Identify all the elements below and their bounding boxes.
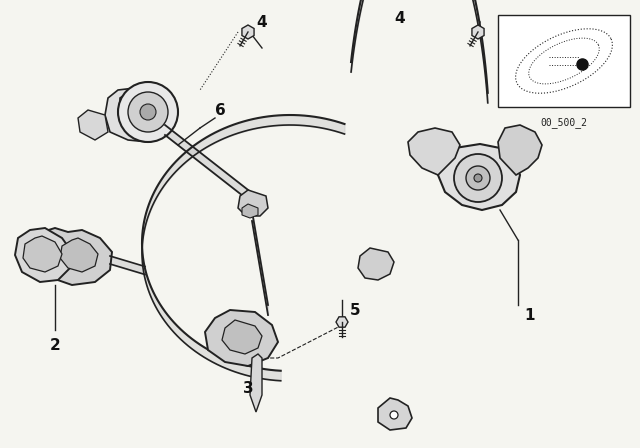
Text: 3: 3 — [243, 380, 253, 396]
Polygon shape — [242, 25, 254, 39]
Circle shape — [140, 104, 156, 120]
Polygon shape — [205, 310, 278, 366]
Text: 5: 5 — [349, 302, 360, 318]
Text: 6: 6 — [214, 103, 225, 117]
Polygon shape — [250, 354, 262, 412]
Polygon shape — [498, 125, 542, 175]
Polygon shape — [472, 25, 484, 39]
Text: 1: 1 — [525, 307, 535, 323]
Text: 00_500_2: 00_500_2 — [541, 117, 588, 128]
Polygon shape — [60, 238, 98, 272]
Circle shape — [454, 154, 502, 202]
Circle shape — [118, 82, 178, 142]
Circle shape — [466, 166, 490, 190]
Polygon shape — [242, 204, 258, 218]
Polygon shape — [358, 248, 394, 280]
Circle shape — [128, 92, 168, 132]
Polygon shape — [15, 228, 72, 282]
Polygon shape — [238, 190, 268, 216]
Circle shape — [390, 411, 398, 419]
Polygon shape — [23, 236, 62, 272]
Polygon shape — [438, 144, 520, 210]
Text: 2: 2 — [50, 337, 60, 353]
Polygon shape — [78, 110, 108, 140]
Polygon shape — [35, 228, 112, 285]
Circle shape — [474, 174, 482, 182]
Polygon shape — [336, 317, 348, 327]
Bar — [498, 15, 630, 107]
Polygon shape — [222, 320, 262, 354]
Text: 4: 4 — [395, 10, 405, 26]
Polygon shape — [408, 128, 460, 175]
Polygon shape — [105, 88, 148, 142]
Text: 4: 4 — [257, 14, 268, 30]
Polygon shape — [378, 398, 412, 430]
